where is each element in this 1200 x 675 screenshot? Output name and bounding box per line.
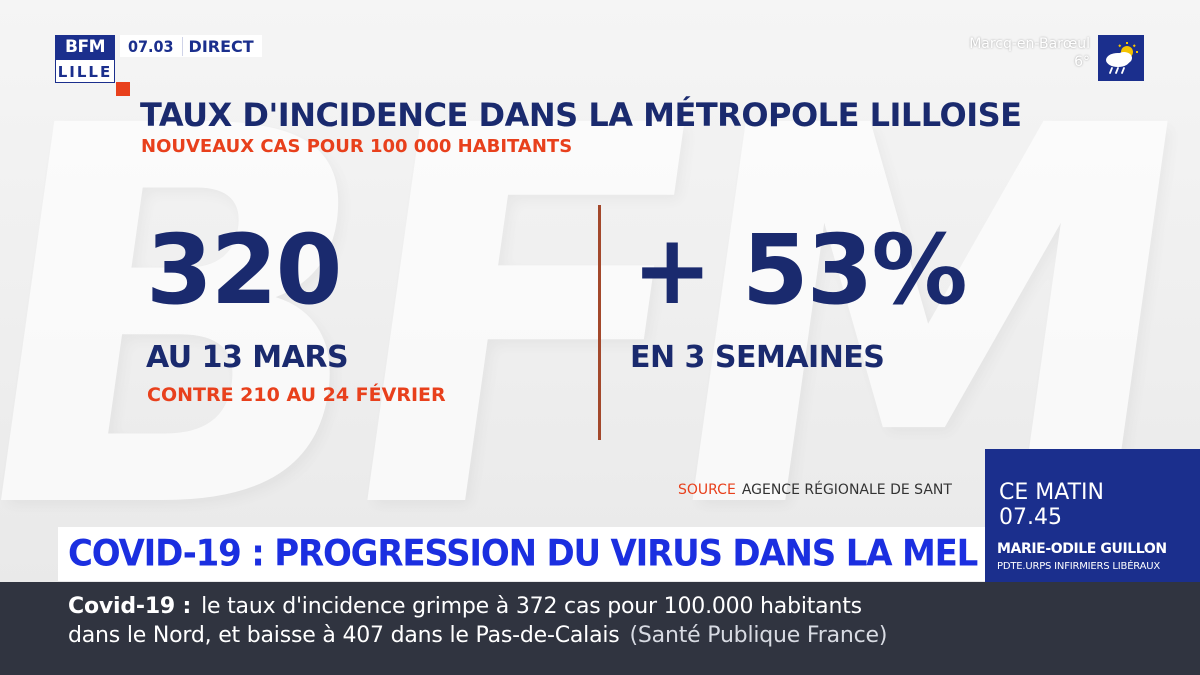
incidence-comparison: CONTRE 210 AU 24 FÉVRIER bbox=[147, 384, 446, 406]
headline-text: COVID-19 : PROGRESSION DU VIRUS DANS LA … bbox=[68, 532, 978, 576]
accent-square bbox=[116, 82, 130, 96]
show-time: 07.45 bbox=[999, 505, 1062, 530]
incidence-value: 320 bbox=[146, 214, 342, 326]
ticker-source: (Santé Publique France) bbox=[629, 623, 888, 648]
logo-bfm: BFM bbox=[55, 35, 115, 59]
ticker-text-2: dans le Nord, et baisse à 407 dans le Pa… bbox=[68, 623, 620, 648]
weather-city: Marcq-en-Barœul bbox=[969, 36, 1090, 52]
news-ticker: Covid-19 : le taux d'incidence grimpe à 3… bbox=[0, 582, 1200, 675]
weather-widget: Marcq-en-Barœul 6° bbox=[969, 35, 1144, 81]
incidence-date: AU 13 MARS bbox=[146, 340, 349, 375]
ticker-text-1: le taux d'incidence grimpe à 372 cas pou… bbox=[201, 594, 862, 619]
guest-box: CE MATIN 07.45 MARIE-ODILE GUILLON PDTE.… bbox=[985, 449, 1200, 582]
column-divider bbox=[598, 205, 601, 440]
source-line: SOURCE AGENCE RÉGIONALE DE SANT bbox=[678, 482, 952, 498]
show-name: CE MATIN bbox=[999, 480, 1104, 505]
guest-name: MARIE-ODILE GUILLON bbox=[997, 541, 1167, 557]
graphic-subtitle: NOUVEAUX CAS POUR 100 000 HABITANTS bbox=[141, 136, 573, 157]
clock-time: 07.03 bbox=[128, 36, 174, 56]
guest-role: PDTE.URPS INFIRMIERS LIBÉRAUX bbox=[997, 561, 1161, 572]
headline-banner: COVID-19 : PROGRESSION DU VIRUS DANS LA … bbox=[58, 527, 985, 581]
ticker-line-2: dans le Nord, et baisse à 407 dans le Pa… bbox=[68, 623, 887, 648]
weather-temperature: 6° bbox=[1074, 54, 1090, 70]
graphic-title: TAUX D'INCIDENCE DANS LA MÉTROPOLE LILLO… bbox=[140, 96, 1022, 134]
live-label: DIRECT bbox=[181, 36, 262, 56]
clock-bar: 07.03 DIRECT bbox=[120, 35, 262, 57]
growth-period: EN 3 SEMAINES bbox=[630, 340, 885, 375]
source-label: SOURCE bbox=[678, 482, 736, 498]
ticker-keyword: Covid-19 : bbox=[68, 594, 192, 619]
growth-value: + 53% bbox=[632, 214, 968, 326]
ticker-line-1: Covid-19 : le taux d'incidence grimpe à 3… bbox=[68, 594, 862, 619]
source-text: AGENCE RÉGIONALE DE SANT bbox=[741, 482, 952, 498]
channel-logo: BFM LILLE bbox=[55, 35, 115, 83]
cloud-sun-rain-icon bbox=[1098, 35, 1144, 81]
logo-lille: LILLE bbox=[55, 59, 115, 83]
